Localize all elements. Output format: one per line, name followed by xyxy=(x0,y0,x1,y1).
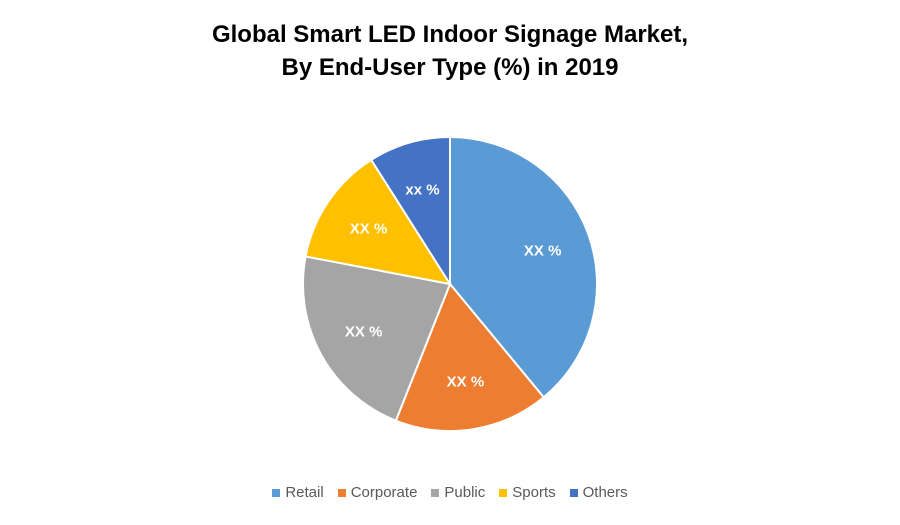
legend-swatch xyxy=(499,488,508,497)
legend: Retail Corporate Public Sports Others xyxy=(0,484,900,501)
chart-title-line2: By End-User Type (%) in 2019 xyxy=(281,54,619,81)
data-label-retail: XX % xyxy=(524,243,562,260)
pie-slice-public xyxy=(302,255,452,422)
legend-item-corporate: Corporate xyxy=(337,484,418,501)
pie-slice-sports xyxy=(304,158,453,286)
legend-item-sports: Sports xyxy=(499,484,556,501)
legend-item-retail: Retail xyxy=(272,484,324,501)
data-label-corporate: XX % xyxy=(447,373,485,390)
legend-swatch xyxy=(569,488,578,497)
pie-slice-corporate xyxy=(394,282,546,432)
legend-label: Sports xyxy=(512,484,556,501)
legend-item-others: Others xyxy=(569,484,628,501)
chart-title-line1: Global Smart LED Indoor Signage Market, xyxy=(211,21,689,48)
pie-slice-others xyxy=(369,135,451,288)
legend-label: Public xyxy=(444,484,486,501)
legend-label: Others xyxy=(582,484,628,501)
legend-swatch xyxy=(337,488,346,497)
legend-label: Corporate xyxy=(350,484,418,501)
pie-slice-retail xyxy=(449,135,598,399)
legend-swatch xyxy=(431,488,440,497)
legend-swatch xyxy=(272,488,281,497)
data-label-others: xx % xyxy=(405,181,439,198)
legend-label: Retail xyxy=(285,484,324,501)
chart-title: Global Smart LED Indoor Signage Market, … xyxy=(0,18,900,84)
data-label-sports: XX % xyxy=(350,221,388,238)
legend-item-public: Public xyxy=(431,484,485,501)
data-label-public: XX % xyxy=(345,323,383,340)
